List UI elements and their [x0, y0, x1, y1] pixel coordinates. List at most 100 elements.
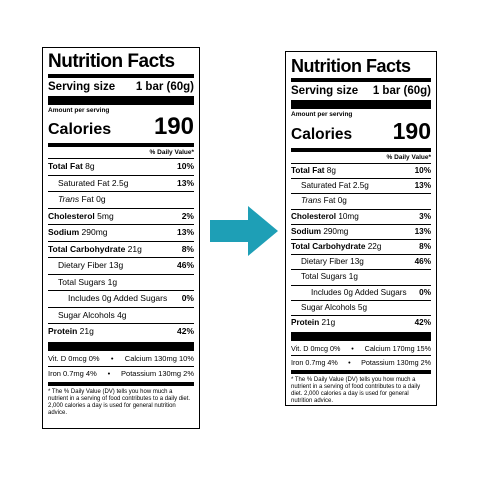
cholesterol-pct: 3%	[419, 211, 431, 221]
arrow-right-icon	[210, 206, 278, 256]
sat-fat-pct: 13%	[176, 177, 194, 188]
serving-size-label: Serving size	[291, 85, 359, 97]
fiber-amount: 13g	[109, 260, 124, 270]
serving-size-value: 1 bar (60g)	[135, 81, 194, 93]
sugar-alcohols-text: Sugar Alcohols 5g	[301, 302, 367, 312]
protein-row: Protein 21g 42%	[48, 323, 194, 340]
sat-fat-label: Saturated Fat	[301, 181, 351, 191]
bullet: •	[348, 358, 351, 368]
bullet: •	[351, 344, 354, 354]
added-sugars-text: Includes 0g Added Sugars	[68, 293, 168, 303]
vitamin-row-1: Vit. D 0mcg 0% • Calcium 130mg 10%	[48, 352, 194, 366]
total-fat-label: Total Fat	[48, 161, 83, 171]
serving-size-row: Serving size 1 bar (60g)	[48, 80, 194, 94]
footnote: * The % Daily Value (DV) tells you how m…	[291, 377, 421, 405]
label-title: Nutrition Facts	[291, 56, 411, 76]
sat-fat-pct: 13%	[414, 181, 431, 191]
trans-fat-text: Fat 0g	[81, 194, 106, 204]
cholesterol-label: Cholesterol	[48, 210, 95, 221]
carb-pct: 8%	[419, 242, 431, 252]
cholesterol-amount: 5mg	[97, 210, 114, 221]
sodium-pct: 13%	[414, 226, 431, 236]
sugar-alcohols-text: Sugar Alcohols 4g	[58, 309, 127, 320]
calcium: Calcium 130mg 10%	[124, 353, 194, 363]
calories-label: Calories	[291, 126, 353, 143]
total-fat-label: Total Fat	[291, 166, 325, 175]
added-sugars-row: Includes 0g Added Sugars 0%	[48, 290, 194, 307]
fiber-label: Dietary Fiber	[58, 260, 107, 270]
added-sugars-pct: 0%	[181, 293, 194, 303]
iron: Iron 0.7mg 4%	[48, 368, 97, 378]
sodium-amount: 290mg	[81, 227, 108, 237]
trans-fat-text: Fat 0g	[323, 196, 347, 206]
cholesterol-amount: 10mg	[338, 211, 359, 221]
fiber-amount: 13g	[350, 257, 364, 267]
total-fat-row: Total Fat 8g 10%	[291, 163, 431, 178]
bullet: •	[107, 368, 111, 378]
protein-amount: 21g	[321, 318, 336, 328]
total-fat-pct: 10%	[176, 161, 194, 171]
divider-thick	[48, 96, 194, 105]
protein-row: Protein 21g 42%	[291, 315, 431, 330]
vitamin-row-2: Iron 0.7mg 4% • Potassium 130mg 2%	[48, 365, 194, 381]
fiber-pct: 46%	[414, 257, 431, 267]
divider-thick	[291, 100, 431, 109]
total-fat-amount: 8g	[326, 166, 336, 175]
nutrition-label-after: Nutrition Facts Serving size 1 bar (60g)…	[285, 51, 437, 406]
sat-fat-amount: 2.5g	[111, 177, 129, 188]
amount-per-serving: Amount per serving	[291, 111, 353, 118]
vitamin-row-1: Vit. D 0mcg 0% • Calcium 170mg 15%	[291, 342, 431, 355]
serving-size-row: Serving size 1 bar (60g)	[291, 84, 431, 98]
sodium-row: Sodium 290mg 13%	[48, 224, 194, 241]
cholesterol-label: Cholesterol	[291, 211, 337, 221]
sodium-pct: 13%	[176, 227, 194, 237]
sodium-row: Sodium 290mg 13%	[291, 223, 431, 239]
calories-value: 190	[153, 113, 194, 140]
sugar-alcohols-row: Sugar Alcohols 5g	[291, 299, 431, 315]
added-sugars-row: Includes 0g Added Sugars 0%	[291, 284, 431, 300]
total-sugars-text: Total Sugars 1g	[58, 276, 118, 287]
fiber-label: Dietary Fiber	[301, 257, 348, 267]
nutrition-label-before: Nutrition Facts Serving size 1 bar (60g)…	[42, 47, 200, 429]
protein-pct: 42%	[176, 326, 194, 336]
footnote: * The % Daily Value (DV) tells you how m…	[48, 388, 191, 416]
protein-label: Protein	[291, 318, 320, 328]
trans-fat-row: Trans Fat 0g	[48, 191, 194, 208]
saturated-fat-row: Saturated Fat 2.5g 13%	[48, 174, 194, 192]
carb-amount: 21g	[127, 243, 142, 254]
protein-label: Protein	[48, 326, 78, 336]
vitamin-d: Vit. D 0mcg 0%	[48, 353, 100, 363]
daily-value-header: % Daily Value*	[149, 149, 194, 156]
cholesterol-row: Cholesterol 5mg 2%	[48, 207, 194, 225]
added-sugars-text: Includes 0g Added Sugars	[311, 287, 407, 297]
cholesterol-pct: 2%	[181, 210, 194, 221]
calories-row: Calories 190	[48, 115, 194, 142]
trans-label: Trans	[58, 194, 80, 204]
divider	[291, 148, 431, 152]
divider-thick	[48, 341, 194, 351]
cholesterol-row: Cholesterol 10mg 3%	[291, 208, 431, 224]
carb-label: Total Carbohydrate	[48, 243, 126, 254]
divider	[291, 78, 431, 82]
divider	[291, 370, 431, 375]
carb-pct: 8%	[181, 243, 194, 254]
added-sugars-pct: 0%	[419, 287, 431, 297]
carbohydrate-row: Total Carbohydrate 21g 8%	[48, 240, 194, 258]
trans-label: Trans	[301, 196, 322, 206]
sugar-alcohols-row: Sugar Alcohols 4g	[48, 306, 194, 324]
fiber-pct: 46%	[176, 260, 194, 270]
daily-value-header: % Daily Value*	[386, 154, 431, 161]
divider-thick	[291, 332, 431, 342]
calories-value: 190	[392, 118, 431, 144]
total-fat-row: Total Fat 8g 10%	[48, 158, 194, 175]
calories-label: Calories	[48, 121, 112, 138]
carb-amount: 22g	[367, 242, 382, 252]
serving-size-label: Serving size	[48, 81, 116, 93]
protein-pct: 42%	[414, 318, 431, 328]
carb-label: Total Carbohydrate	[291, 242, 366, 252]
total-fat-pct: 10%	[414, 166, 431, 175]
fiber-row: Dietary Fiber 13g 46%	[48, 257, 194, 274]
vitamin-d: Vit. D 0mcg 0%	[291, 344, 341, 354]
protein-amount: 21g	[79, 326, 94, 336]
total-sugars-row: Total Sugars 1g	[291, 269, 431, 284]
